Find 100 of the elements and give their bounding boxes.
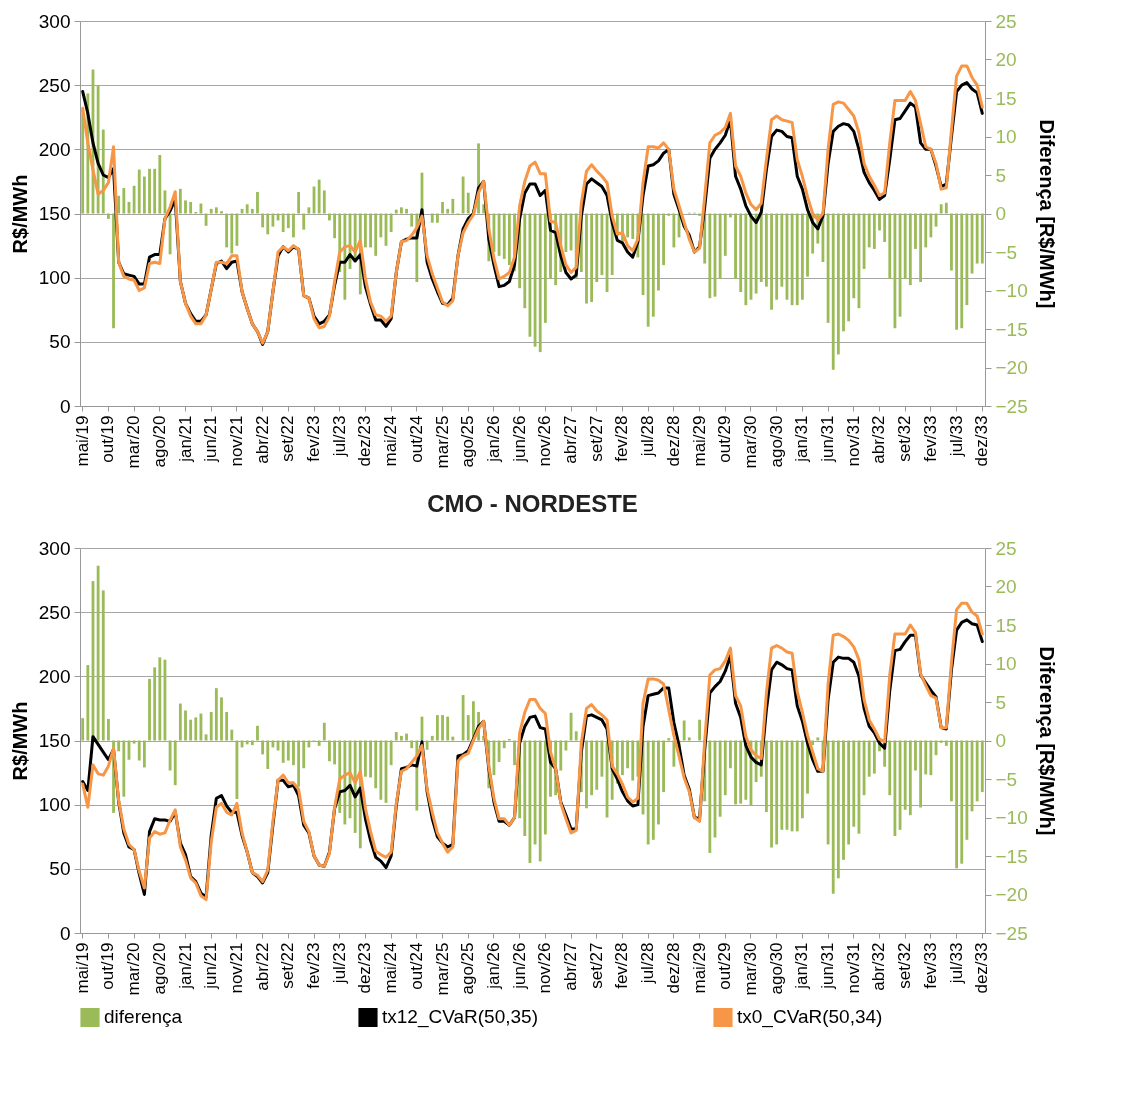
x-tick-label: ago/30 bbox=[766, 942, 786, 995]
x-tick-label: mai/29 bbox=[689, 942, 709, 994]
legend-label: tx12_CVaR(50,35) bbox=[382, 1006, 538, 1029]
y2-tick-label: 20 bbox=[995, 576, 1017, 597]
y-tick-label: 100 bbox=[38, 794, 71, 816]
x-tick-label: ago/20 bbox=[149, 942, 169, 995]
y2-tick-label: −5 bbox=[995, 241, 1018, 263]
x-tick-label: set/22 bbox=[278, 415, 298, 462]
x-tick-label: jan/21 bbox=[175, 942, 195, 990]
y-axis-title: R$/MWh bbox=[8, 174, 31, 254]
x-tick-label: fev/33 bbox=[920, 942, 940, 989]
x-tick-label: nov/31 bbox=[843, 942, 863, 994]
y2-tick-label: −25 bbox=[995, 395, 1028, 417]
x-tick-label: mar/20 bbox=[124, 942, 144, 996]
y2-tick-label: 5 bbox=[995, 691, 1007, 713]
y2-axis-title: Diferença [R$/MWh] bbox=[1035, 119, 1058, 309]
x-tick-label: mar/20 bbox=[124, 415, 144, 469]
x-tick-label: jun/26 bbox=[509, 415, 529, 463]
y-tick-label: 0 bbox=[59, 922, 71, 944]
x-tick-label: fev/23 bbox=[304, 942, 324, 989]
y2-tick-label: 10 bbox=[995, 653, 1017, 674]
x-tick-label: jun/21 bbox=[201, 942, 221, 990]
y2-tick-label: −20 bbox=[995, 884, 1028, 905]
x-tick-label: fev/28 bbox=[612, 942, 632, 989]
y2-tick-label: 15 bbox=[995, 87, 1017, 109]
x-tick-label: out/19 bbox=[98, 942, 118, 990]
x-tick-label: jun/26 bbox=[509, 942, 529, 990]
x-tick-label: abr/22 bbox=[252, 942, 272, 991]
x-tick-label: jun/31 bbox=[818, 942, 838, 990]
legend-label: diferença bbox=[104, 1006, 183, 1028]
y-tick-label: 100 bbox=[38, 267, 71, 289]
x-tick-label: ago/25 bbox=[458, 415, 478, 468]
x-tick-label: out/24 bbox=[406, 942, 426, 990]
x-tick-label: set/32 bbox=[895, 942, 915, 989]
y2-tick-label: −15 bbox=[995, 318, 1028, 340]
y2-tick-label: 25 bbox=[995, 537, 1017, 559]
x-tick-label: nov/21 bbox=[226, 942, 246, 994]
y-tick-label: 0 bbox=[59, 395, 71, 417]
x-tick-label: abr/32 bbox=[869, 415, 889, 464]
x-tick-label: nov/31 bbox=[843, 415, 863, 467]
x-tick-label: abr/27 bbox=[561, 942, 581, 991]
x-tick-label: jul/28 bbox=[638, 415, 658, 458]
y-tick-label: 150 bbox=[38, 730, 71, 751]
x-tick-label: fev/33 bbox=[920, 415, 940, 462]
y2-tick-label: −25 bbox=[995, 922, 1028, 944]
x-tick-label: jul/28 bbox=[638, 942, 658, 985]
x-tick-label: nov/26 bbox=[535, 942, 555, 994]
x-tick-label: ago/20 bbox=[149, 415, 169, 468]
y-tick-label: 300 bbox=[38, 537, 71, 559]
x-tick-label: dez/28 bbox=[663, 942, 683, 994]
x-tick-label: dez/23 bbox=[355, 415, 375, 467]
x-tick-label: out/19 bbox=[98, 415, 118, 463]
y2-tick-label: 15 bbox=[995, 614, 1017, 636]
x-tick-label: abr/22 bbox=[252, 415, 272, 464]
y2-tick-label: 10 bbox=[995, 126, 1017, 147]
x-tick-label: fev/23 bbox=[304, 415, 324, 462]
x-tick-label: dez/23 bbox=[355, 942, 375, 994]
y2-tick-label: −20 bbox=[995, 357, 1028, 378]
x-tick-label: jul/23 bbox=[329, 415, 349, 458]
x-tick-label: jan/26 bbox=[483, 415, 503, 463]
y-tick-label: 50 bbox=[49, 331, 71, 353]
x-tick-label: jul/33 bbox=[946, 942, 966, 985]
y-tick-label: 200 bbox=[38, 138, 71, 160]
y2-tick-label: 25 bbox=[995, 10, 1017, 32]
x-tick-label: abr/27 bbox=[561, 415, 581, 464]
x-tick-label: nov/21 bbox=[226, 415, 246, 467]
y2-tick-label: 0 bbox=[995, 730, 1007, 751]
x-tick-label: nov/26 bbox=[535, 415, 555, 467]
x-tick-label: fev/28 bbox=[612, 415, 632, 462]
x-tick-label: mai/29 bbox=[689, 415, 709, 467]
y-tick-label: 300 bbox=[38, 10, 71, 32]
x-tick-label: set/27 bbox=[586, 942, 606, 989]
x-tick-label: set/32 bbox=[895, 415, 915, 462]
y-tick-label: 250 bbox=[38, 74, 71, 96]
legend-label: tx0_CVaR(50,34) bbox=[737, 1006, 883, 1029]
x-tick-label: mar/25 bbox=[432, 415, 452, 469]
x-tick-label: ago/25 bbox=[458, 942, 478, 995]
y2-tick-label: −10 bbox=[995, 280, 1028, 301]
x-tick-label: set/27 bbox=[586, 415, 606, 462]
chart-title: CMO - NORDESTE bbox=[427, 490, 638, 517]
y2-tick-label: −5 bbox=[995, 768, 1018, 790]
y2-axis-title: Diferença [R$/MWh] bbox=[1035, 646, 1058, 836]
x-tick-label: mai/24 bbox=[381, 942, 401, 994]
x-tick-label: jul/33 bbox=[946, 415, 966, 458]
x-tick-label: jan/26 bbox=[483, 942, 503, 990]
x-tick-label: jan/21 bbox=[175, 415, 195, 463]
x-tick-label: out/24 bbox=[406, 415, 426, 463]
x-tick-label: mai/19 bbox=[72, 415, 92, 467]
x-tick-label: jul/23 bbox=[329, 942, 349, 985]
y-axis-title: R$/MWh bbox=[8, 701, 31, 781]
x-tick-label: out/29 bbox=[715, 415, 735, 463]
x-tick-label: dez/28 bbox=[663, 415, 683, 467]
x-tick-label: mai/19 bbox=[72, 942, 92, 994]
y2-tick-label: 5 bbox=[995, 164, 1007, 186]
x-tick-label: mar/30 bbox=[740, 942, 760, 996]
x-tick-label: mai/24 bbox=[381, 415, 401, 467]
y2-tick-label: 0 bbox=[995, 203, 1007, 224]
y2-tick-label: −15 bbox=[995, 845, 1028, 867]
y-tick-label: 250 bbox=[38, 601, 71, 623]
x-tick-label: dez/33 bbox=[972, 415, 992, 467]
